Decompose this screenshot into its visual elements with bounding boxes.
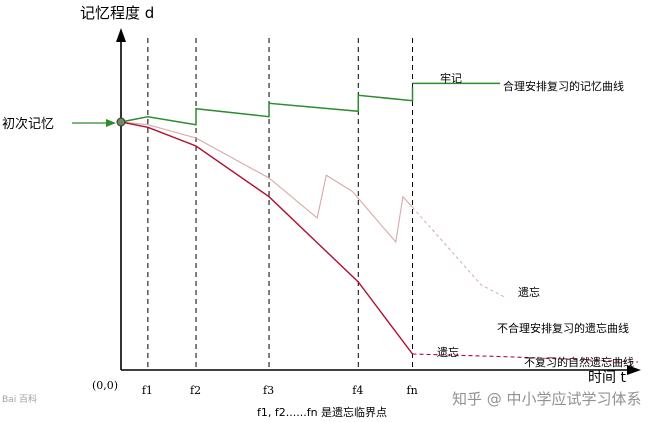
- x-tick-f3: f3: [263, 384, 274, 397]
- watermark-left: Bai 百科: [2, 393, 37, 405]
- critical-point-guides: [147, 38, 414, 370]
- x-tick-fn: fn: [407, 384, 418, 397]
- series-unreasonable-review-tail: [412, 206, 507, 299]
- watermark-right: 知乎 @ 中小学应试学习体系: [452, 390, 642, 408]
- footnote: f1, f2......fn 是遗忘临界点: [257, 405, 387, 419]
- x-tick-f2: f2: [190, 384, 201, 397]
- series-unreasonable-review-line: [120, 121, 413, 244]
- y-axis-arrow: [116, 28, 126, 42]
- series-natural-forgetting-line: [120, 121, 414, 355]
- x-tick-f4: f4: [352, 384, 363, 397]
- x-axis-arrow: [627, 365, 641, 375]
- series-unreasonable-review-end-label: 遗忘: [518, 285, 540, 299]
- series-reasonable-review-line: [120, 87, 414, 126]
- series-reasonable-review-end-label: 牢记: [440, 71, 462, 85]
- start-point: [116, 117, 126, 127]
- series-natural-forgetting-end-label: 遗忘: [437, 345, 459, 359]
- start-label: 初次记忆: [2, 116, 54, 132]
- start-arrow-head: [106, 119, 116, 127]
- x-axis-label: 时间 t: [588, 370, 626, 386]
- x-tick-labels: f1 f2 f3 f4 fn: [142, 384, 418, 397]
- origin-label: (0,0): [92, 379, 118, 392]
- series-unreasonable-review-name: 不合理安排复习的遗忘曲线: [497, 321, 629, 335]
- series-natural-forgetting-tail: [412, 353, 639, 363]
- y-axis-label: 记忆程度 d: [80, 4, 154, 22]
- series-group: [120, 82, 639, 363]
- series-natural-forgetting-name: 不复习的自然遗忘曲线: [524, 355, 634, 369]
- x-tick-f1: f1: [142, 384, 153, 397]
- series-reasonable-review-name: 合理安排复习的记忆曲线: [503, 79, 624, 93]
